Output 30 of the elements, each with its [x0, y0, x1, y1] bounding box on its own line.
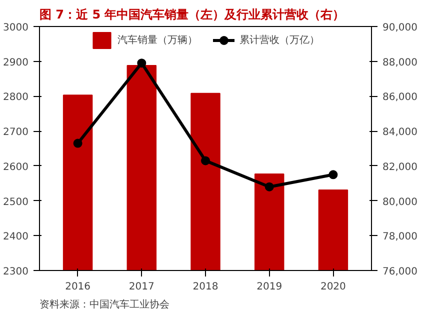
y2-tick-label: 84,000: [382, 127, 418, 138]
x-tick-label: 2016: [65, 282, 91, 292]
x-tick-label: 2020: [320, 282, 346, 292]
text: 资料来源：中国汽车工业协会: [40, 298, 170, 310]
legend-label: 汽车销量（万辆）: [118, 34, 198, 47]
y-tick-label: 2800: [3, 92, 29, 104]
y-tick-label: 3000: [3, 22, 29, 34]
y-tick-label: 2300: [3, 266, 29, 278]
y-tick-label: 2600: [3, 162, 29, 173]
y-tick-label: 2400: [3, 232, 29, 243]
chart-title: 图 7：近 5 年中国汽车销量（左）及行业累计营收（右）: [40, 8, 345, 22]
x-tick-label: 2018: [192, 282, 218, 292]
x-tick-label: 2019: [256, 282, 282, 292]
y2-tick-label: 82,000: [382, 162, 418, 173]
point: [137, 58, 146, 68]
y-tick-label: 2500: [3, 196, 29, 208]
y2-tick-label: 88,000: [382, 57, 418, 68]
y-tick-label: 2700: [3, 127, 29, 138]
y2-tick-label: 90,000: [382, 22, 418, 34]
legend-label: 累计营收（万亿）: [240, 34, 320, 47]
point: [328, 170, 338, 180]
point: [264, 182, 274, 192]
y2-tick-label: 78,000: [382, 232, 418, 243]
x-tick-label: 2017: [128, 282, 154, 292]
y2-tick-label: 80,000: [382, 196, 418, 208]
y-tick-label: 2900: [3, 57, 29, 68]
point: [201, 156, 210, 166]
point: [73, 138, 82, 148]
y2-tick-label: 86,000: [382, 92, 418, 104]
y2-tick-label: 76,000: [382, 266, 418, 278]
